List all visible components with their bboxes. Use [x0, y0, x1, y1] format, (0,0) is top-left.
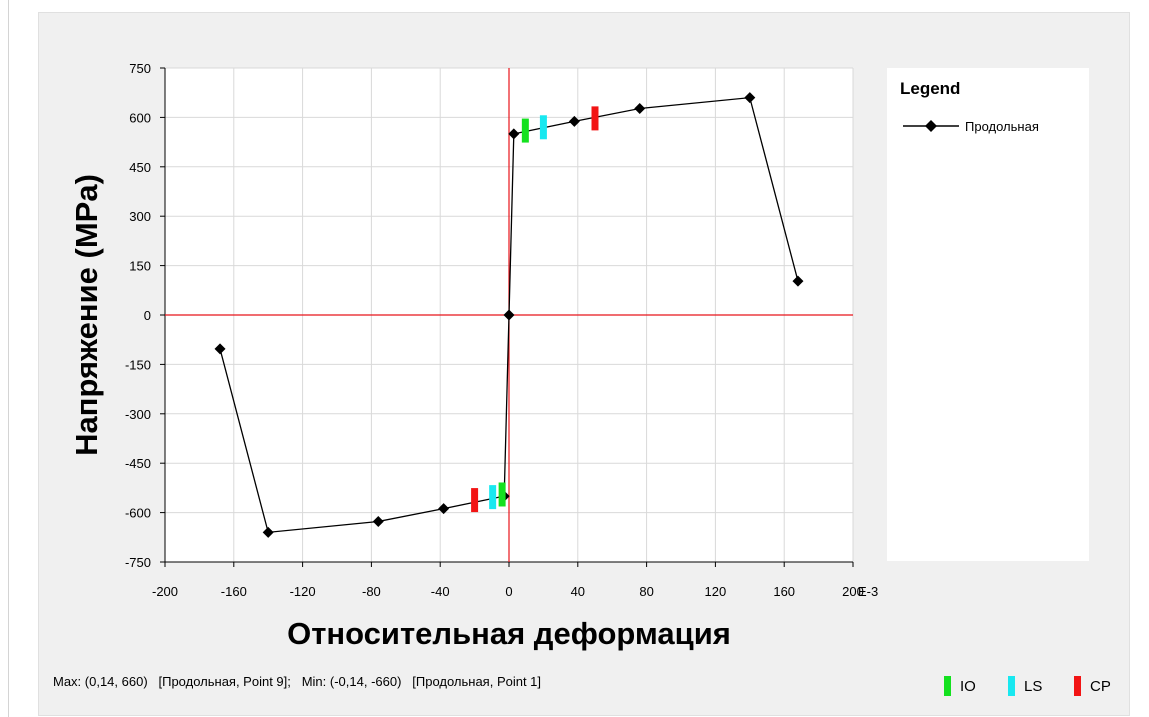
- data-point-diamond: [503, 309, 515, 321]
- cp-label: CP: [1090, 678, 1111, 695]
- data-point-diamond: [438, 503, 450, 515]
- max-min-status: Max: (0,14, 660) [Продольная, Point 9]; …: [53, 674, 542, 689]
- y-tick-label: -450: [125, 456, 151, 471]
- data-point-diamond: [568, 115, 580, 127]
- data-point-diamond: [214, 343, 226, 355]
- ls-label: LS: [1024, 678, 1043, 695]
- y-tick-label: -750: [125, 555, 151, 570]
- y-tick-label: 150: [129, 259, 151, 274]
- y-tick-label: -300: [125, 407, 151, 422]
- legend-title: Legend: [900, 79, 961, 98]
- y-tick-label: 750: [129, 61, 151, 76]
- legend-series-label: Продольная: [965, 119, 1039, 134]
- data-point-diamond: [744, 92, 756, 104]
- x-tick-label: -120: [290, 584, 316, 599]
- window-edge-divider: [8, 0, 9, 717]
- legend-line-diamond-icon: [903, 120, 959, 132]
- cp-swatch: [1074, 676, 1081, 696]
- x-tick-label: -40: [431, 584, 450, 599]
- x-tick-label: 160: [773, 584, 795, 599]
- performance-marker-cp: [471, 488, 479, 513]
- performance-markers: [471, 106, 599, 513]
- y-tick-label: 0: [144, 308, 151, 323]
- x-axis-label: Относительная деформация: [287, 616, 731, 651]
- y-tick-label: 300: [129, 209, 151, 224]
- legend: Legend Продольная: [887, 68, 1089, 561]
- x-tick-label: 120: [705, 584, 727, 599]
- data-point-diamond: [372, 515, 384, 527]
- x-tick-label: 80: [639, 584, 653, 599]
- performance-marker-ls: [489, 485, 497, 510]
- data-point-diamond: [262, 526, 274, 538]
- io-label: IO: [960, 678, 976, 695]
- performance-level-key: IO LS CP: [944, 674, 1134, 696]
- legend-entry-series[interactable]: Продольная: [901, 116, 1086, 136]
- y-tick-label: 600: [129, 110, 151, 125]
- series-group: [214, 92, 804, 538]
- x-tick-label: -200: [152, 584, 178, 599]
- x-tick-label: 0: [505, 584, 512, 599]
- x-tick-label: -160: [221, 584, 247, 599]
- y-tick-label: -150: [125, 357, 151, 372]
- x-tick-label: 40: [571, 584, 585, 599]
- x-unit-suffix: E-3: [858, 584, 878, 599]
- performance-marker-io: [498, 482, 506, 507]
- performance-marker-cp: [591, 106, 599, 131]
- y-tick-label: -600: [125, 506, 151, 521]
- y-tick-label: 450: [129, 160, 151, 175]
- data-point-diamond: [792, 275, 804, 287]
- ls-swatch: [1008, 676, 1015, 696]
- x-tick-label: -80: [362, 584, 381, 599]
- io-swatch: [944, 676, 951, 696]
- x-tick-label: 200: [842, 584, 864, 599]
- data-point-diamond: [634, 103, 646, 115]
- tick-labels: -200 -160 -120 -80 -40 0 40 80 120 160 200 750 600 45…: [125, 61, 864, 599]
- y-axis-label: Напряжение (MPa): [69, 174, 104, 456]
- performance-marker-io: [521, 118, 529, 143]
- data-point-diamond: [508, 128, 520, 140]
- performance-marker-ls: [539, 115, 547, 140]
